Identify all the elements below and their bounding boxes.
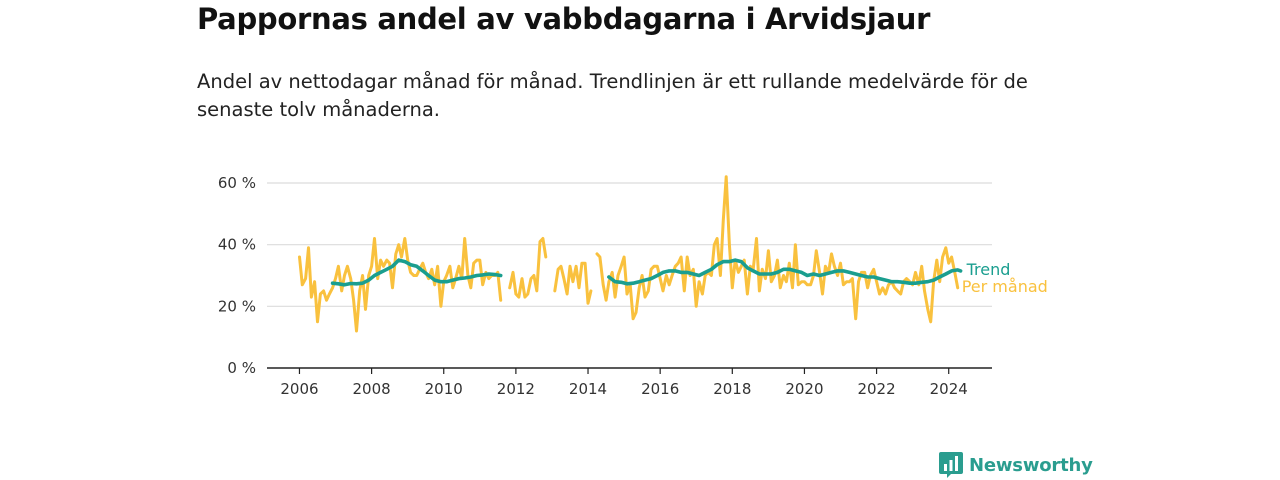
series-lines xyxy=(298,175,963,333)
y-tick-label: 60 % xyxy=(218,174,256,192)
trend-series-label: Trend xyxy=(966,260,1011,279)
x-tick-label: 2020 xyxy=(785,380,823,398)
trend-series-line xyxy=(607,258,963,286)
chart-subtitle: Andel av nettodagar månad för månad. Tre… xyxy=(197,70,1028,121)
monthly-series-line xyxy=(553,261,593,305)
newsworthy-logo-icon xyxy=(939,452,963,478)
x-tick-label: 2006 xyxy=(280,380,318,398)
y-tick-label: 0 % xyxy=(227,359,256,377)
monthly-series-label: Per månad xyxy=(962,277,1048,296)
y-axis: 0 % 20 % 40 % 60 % xyxy=(218,174,256,377)
monthly-series-line xyxy=(508,237,548,299)
y-tick-label: 40 % xyxy=(218,236,256,254)
brand-name: Newsworthy xyxy=(969,454,1093,476)
x-tick-label: 2014 xyxy=(569,380,607,398)
y-tick-label: 20 % xyxy=(218,297,256,315)
x-tick-label: 2008 xyxy=(353,380,391,398)
chart-title: Pappornas andel av vabbdagarna i Arvidsj… xyxy=(197,2,931,36)
x-axis: 2006 2008 2010 2012 2014 2016 2018 2020 2022 2024 xyxy=(267,367,992,398)
trend-series-line xyxy=(330,258,503,287)
x-tick-label: 2012 xyxy=(497,380,535,398)
x-tick-label: 2010 xyxy=(425,380,463,398)
monthly-series-line xyxy=(595,175,960,324)
x-tick-label: 2024 xyxy=(930,380,968,398)
grid-lines xyxy=(267,182,992,307)
x-tick-label: 2016 xyxy=(641,380,679,398)
x-tick-label: 2018 xyxy=(713,380,751,398)
brand-logo[interactable]: Newsworthy xyxy=(939,451,1093,479)
monthly-series-line xyxy=(298,237,503,333)
x-tick-label: 2022 xyxy=(857,380,895,398)
